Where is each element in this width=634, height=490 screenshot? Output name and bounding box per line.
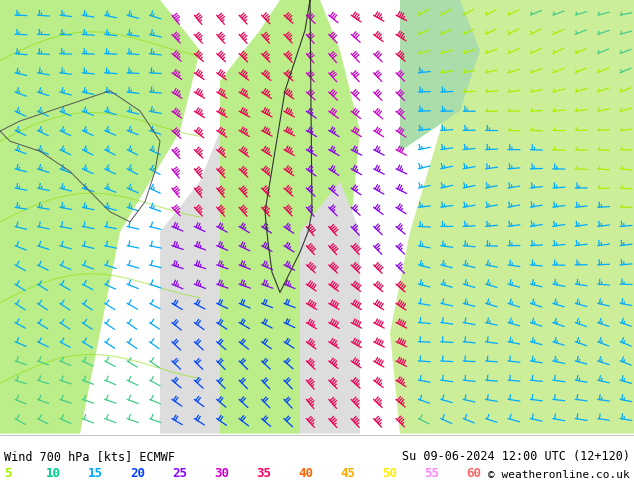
Polygon shape — [0, 0, 200, 434]
Text: 5: 5 — [4, 467, 11, 480]
Text: 55: 55 — [424, 467, 439, 480]
Text: 10: 10 — [46, 467, 61, 480]
Text: 15: 15 — [88, 467, 103, 480]
Text: 60: 60 — [466, 467, 481, 480]
Text: 40: 40 — [298, 467, 313, 480]
Polygon shape — [160, 131, 220, 434]
Polygon shape — [300, 181, 360, 434]
Polygon shape — [220, 0, 360, 434]
Text: 50: 50 — [382, 467, 397, 480]
Polygon shape — [400, 0, 480, 151]
Text: Su 09-06-2024 12:00 UTC (12+120): Su 09-06-2024 12:00 UTC (12+120) — [402, 450, 630, 463]
Text: 35: 35 — [256, 467, 271, 480]
Text: Wind 700 hPa [kts] ECMWF: Wind 700 hPa [kts] ECMWF — [4, 450, 175, 463]
Text: 45: 45 — [340, 467, 355, 480]
Text: 20: 20 — [130, 467, 145, 480]
Text: 25: 25 — [172, 467, 187, 480]
Polygon shape — [390, 0, 634, 434]
Text: 30: 30 — [214, 467, 229, 480]
Text: © weatheronline.co.uk: © weatheronline.co.uk — [488, 470, 630, 480]
